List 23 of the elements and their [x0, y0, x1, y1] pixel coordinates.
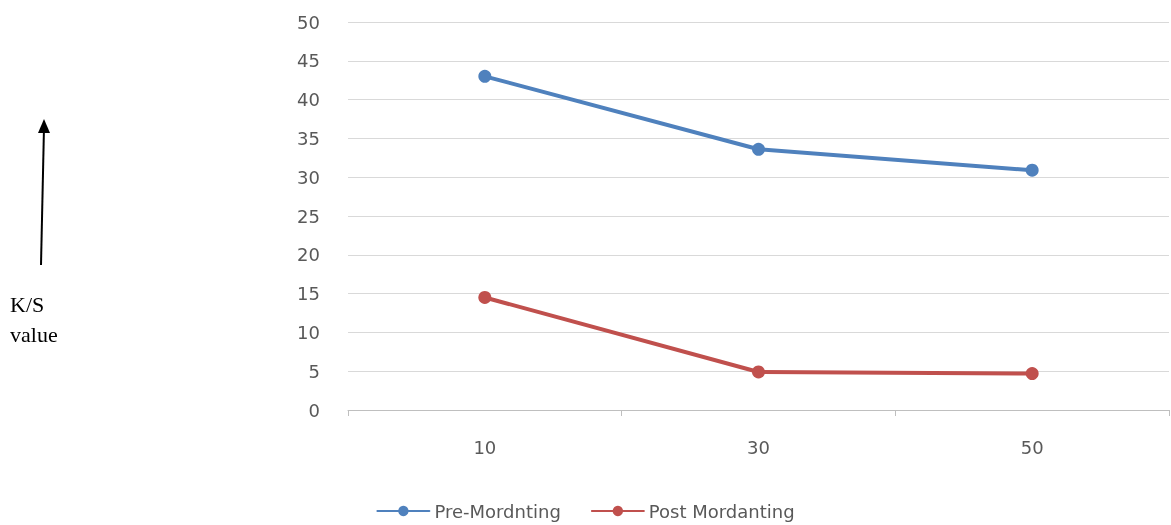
y-tick-label: 40: [297, 89, 320, 111]
y-tick-label: 10: [297, 321, 320, 343]
legend-label: Post Mordanting: [648, 500, 795, 522]
y-tick-label: 0: [308, 399, 320, 421]
y-tick-label: 20: [297, 244, 320, 266]
y-tick-label: 30: [297, 166, 320, 188]
point: [1025, 163, 1039, 177]
point: [752, 365, 765, 379]
point: [478, 69, 492, 83]
x-tick-label: 10: [473, 436, 497, 458]
point: [752, 142, 765, 156]
y-tick-label: 5: [308, 360, 320, 382]
y-tick-label: 25: [297, 205, 320, 227]
point: [478, 290, 492, 304]
y-tick-label: 15: [297, 283, 320, 305]
y-tick-label: 35: [297, 127, 320, 149]
x-tick-label: 30: [747, 436, 770, 458]
x-tick-label: 50: [1020, 436, 1044, 458]
text: K/S value: [10, 291, 59, 349]
point: [1025, 367, 1039, 381]
y-tick-label: 50: [297, 11, 320, 33]
legend-label: Pre-Mordnting: [434, 500, 561, 522]
y-tick-label: 45: [297, 50, 320, 72]
